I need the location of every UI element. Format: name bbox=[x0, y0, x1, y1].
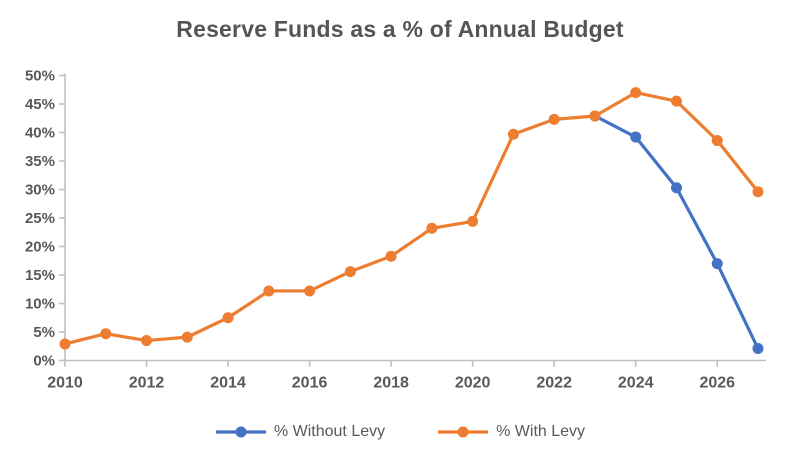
x-axis-tick-label: 2010 bbox=[47, 375, 83, 392]
y-axis-tick-label: 50% bbox=[25, 68, 55, 85]
series-marker-0 bbox=[711, 258, 723, 270]
series-marker-1 bbox=[344, 266, 356, 278]
series-marker-1 bbox=[263, 285, 275, 297]
series-marker-1 bbox=[467, 215, 479, 227]
plot-area: 0% 5% 10% 15% 20% 25% 30% 35% 40% 45% 50% 2010 2012 2… bbox=[25, 68, 766, 392]
x-axis-tick-label: 2024 bbox=[618, 375, 654, 392]
series-marker-1 bbox=[426, 222, 438, 234]
y-axis-tick-label: 15% bbox=[25, 267, 55, 284]
legend-marker-icon bbox=[438, 426, 489, 438]
legend-item-1: % With Levy bbox=[437, 423, 585, 441]
y-axis-tick-label: 30% bbox=[25, 182, 55, 199]
legend-label: % Without Levy bbox=[273, 423, 386, 440]
y-axis-tick-label: 5% bbox=[33, 324, 55, 341]
x-axis-tick-label: 2014 bbox=[210, 375, 246, 392]
legend-label: % With Levy bbox=[496, 423, 586, 440]
x-axis-tick-label: 2020 bbox=[455, 375, 491, 392]
x-axis-tick-label: 2018 bbox=[373, 375, 409, 392]
chart-title: Reserve Funds as a % of Annual Budget bbox=[176, 16, 624, 42]
series-marker-0 bbox=[630, 131, 642, 143]
series-line-0 bbox=[593, 114, 760, 351]
y-axis-tick-label: 40% bbox=[25, 125, 55, 142]
series-marker-1 bbox=[181, 331, 193, 343]
x-axis-tick-label: 2016 bbox=[292, 375, 328, 392]
series-marker-1 bbox=[752, 186, 764, 198]
legend-dot bbox=[235, 426, 247, 438]
series-marker-1 bbox=[670, 95, 682, 107]
x-axis-tick-label: 2022 bbox=[536, 375, 572, 392]
y-axis-tick-label: 45% bbox=[25, 96, 55, 113]
y-axis-tick-label: 0% bbox=[33, 353, 55, 370]
y-axis-tick-label: 10% bbox=[25, 296, 55, 313]
series-marker-1 bbox=[385, 250, 397, 262]
series-marker-1 bbox=[630, 87, 642, 99]
y-axis-tick-label: 35% bbox=[25, 153, 55, 170]
series-marker-1 bbox=[59, 338, 71, 350]
series-marker-1 bbox=[507, 128, 519, 140]
legend-item-0: % Without Levy bbox=[215, 423, 385, 441]
y-axis-tick-label: 25% bbox=[25, 210, 55, 227]
series-marker-0 bbox=[752, 343, 764, 355]
series-marker-1 bbox=[222, 312, 234, 324]
legend-dot bbox=[457, 426, 469, 438]
series-marker-1 bbox=[304, 285, 316, 297]
legend-marker-icon bbox=[215, 426, 266, 438]
y-axis-tick-label: 20% bbox=[25, 239, 55, 256]
x-axis-tick-label: 2026 bbox=[699, 375, 735, 392]
series-line-1 bbox=[63, 90, 760, 346]
series-marker-1 bbox=[548, 113, 560, 125]
series-marker-0 bbox=[670, 182, 682, 194]
series-marker-1 bbox=[100, 328, 112, 340]
legend: % Without Levy % With Levy bbox=[0, 423, 800, 441]
series-marker-1 bbox=[711, 134, 723, 146]
series-marker-1 bbox=[141, 335, 153, 347]
x-axis-tick-label: 2012 bbox=[129, 375, 165, 392]
series-marker-1 bbox=[589, 110, 601, 122]
